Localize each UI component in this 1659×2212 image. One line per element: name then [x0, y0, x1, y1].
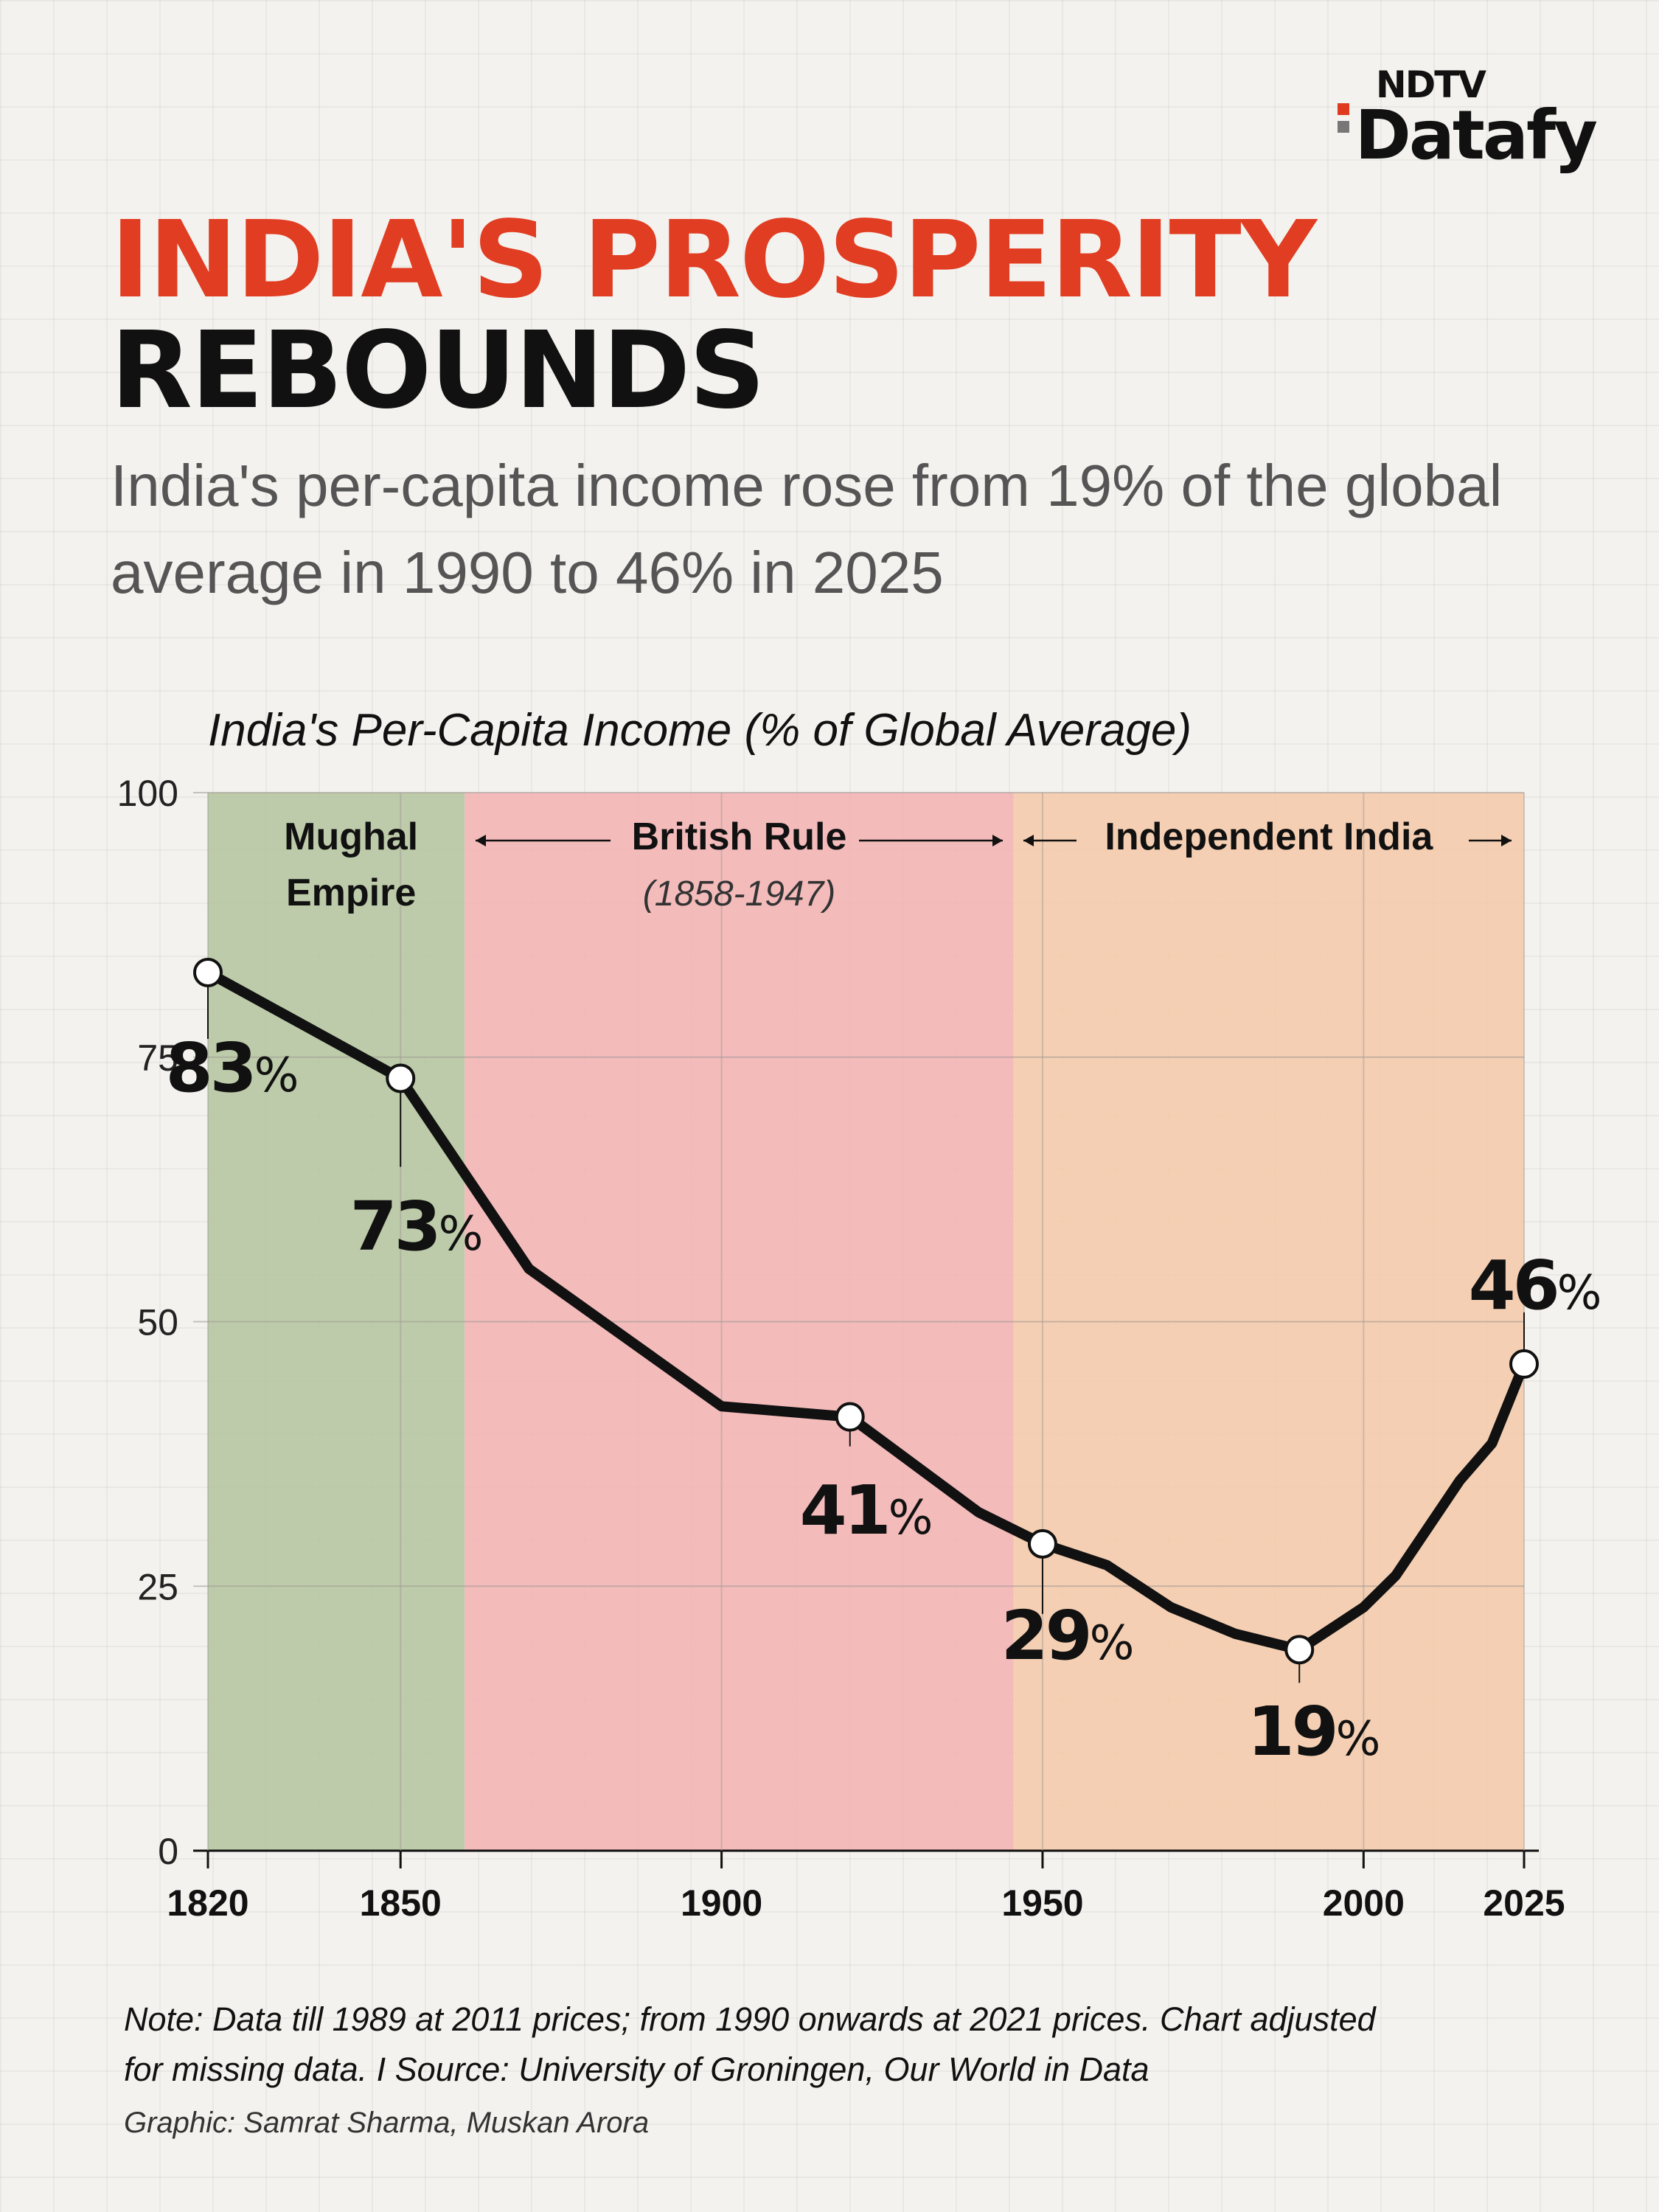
y-tick-label: 25	[137, 1566, 178, 1607]
data-label: 46%	[1469, 1246, 1602, 1325]
era-label-british-rule: British Rule	[632, 815, 847, 858]
logo-accent-square	[1338, 103, 1349, 115]
subtitle: India's per-capita income rose from 19% …	[111, 453, 1503, 605]
data-label: 19%	[1248, 1692, 1381, 1771]
arrow-british-right-head	[992, 835, 1003, 846]
arrow-independent-left-head	[1023, 835, 1034, 846]
y-tick-label: 50	[137, 1302, 178, 1343]
x-tick-label: 1850	[360, 1882, 442, 1924]
graphic-credit: Graphic: Samrat Sharma, Muskan Arora	[124, 2107, 650, 2139]
x-tick-label: 1820	[167, 1882, 248, 1924]
era-label-british-years: (1858-1947)	[643, 874, 836, 914]
logo-datafy: Datafy	[1354, 96, 1598, 175]
era-label-mughal-line2: Empire	[286, 872, 416, 914]
headline-line-2: REBOUNDS	[111, 308, 765, 432]
logo-accent-square-grey	[1338, 121, 1349, 133]
data-label: 73%	[350, 1187, 484, 1266]
ndtv-datafy-logo: NDTV Datafy	[1315, 63, 1598, 181]
data-label: 83%	[166, 1029, 299, 1107]
x-tick-label: 1900	[681, 1882, 762, 1924]
income-series	[203, 967, 1529, 1655]
data-point-marker	[1509, 1349, 1539, 1379]
data-point-marker	[386, 1063, 416, 1093]
headline-line-1: INDIA'S PROSPERITY	[111, 198, 1317, 321]
data-annotations: 83% 73% 41% 29% 19% 46%	[166, 957, 1602, 1771]
arrow-independent-right-head	[1501, 835, 1512, 846]
series-line	[203, 967, 1529, 1655]
era-labels: Mughal Empire British Rule (1858-1947) Indep…	[284, 815, 1512, 914]
data-point-marker	[835, 1402, 865, 1432]
data-point-marker	[1284, 1635, 1315, 1665]
note-line-1: Note: Data till 1989 at 2011 prices; fro…	[124, 2000, 1376, 2038]
logo-ndtv: NDTV	[1375, 63, 1486, 106]
y-tick-label: 0	[158, 1831, 178, 1872]
x-tick-label: 2025	[1483, 1882, 1565, 1924]
note-line-2: for missing data. I Source: University o…	[124, 2051, 1150, 2088]
y-tick-label: 75	[137, 1037, 178, 1079]
data-point-marker	[193, 957, 223, 987]
y-tick-label: 100	[117, 773, 178, 814]
arrow-british-left-head	[476, 835, 486, 846]
x-tick-label: 2000	[1323, 1882, 1405, 1924]
x-tick-label: 1950	[1001, 1882, 1083, 1924]
era-label-mughal-line1: Mughal	[284, 815, 418, 858]
era-label-independent-india: Independent India	[1105, 815, 1433, 858]
data-label: 41%	[800, 1471, 933, 1550]
footnotes: Note: Data till 1989 at 2011 prices; fro…	[124, 1994, 1562, 2145]
chart-title: India's Per-Capita Income (% of Global A…	[208, 705, 1192, 756]
data-label: 29%	[1001, 1596, 1135, 1675]
chart-axes: 1820 1850 1900 1950 2000 2025	[167, 793, 1565, 1924]
data-point-marker	[1027, 1528, 1057, 1559]
